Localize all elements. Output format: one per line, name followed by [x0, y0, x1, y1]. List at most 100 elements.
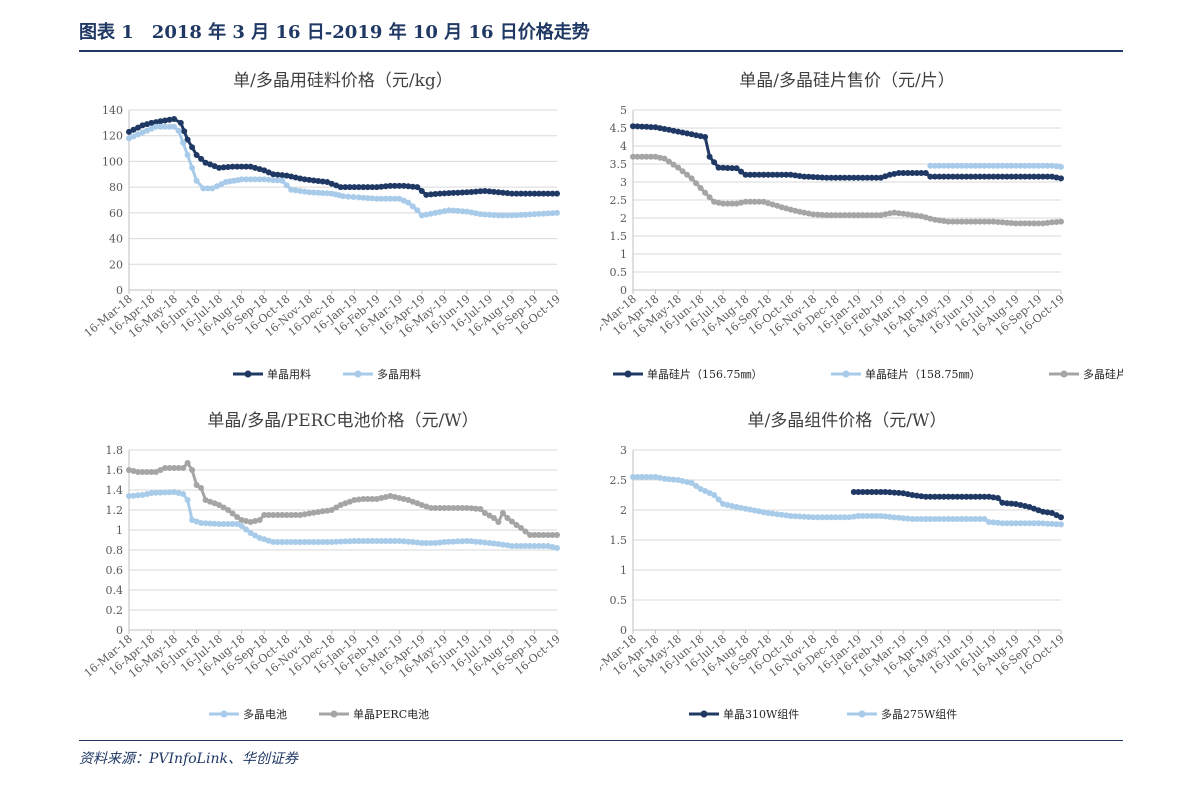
- series-point: [261, 512, 268, 518]
- series-point: [1049, 219, 1055, 226]
- series-point: [972, 516, 979, 522]
- series-point: [819, 514, 826, 521]
- series-point: [1008, 220, 1015, 226]
- series-point: [234, 514, 241, 520]
- series-point: [351, 497, 358, 503]
- series-point: [693, 132, 700, 139]
- series-point: [787, 513, 794, 519]
- series-point: [256, 517, 263, 523]
- series-point: [688, 131, 695, 138]
- series-point: [387, 195, 394, 202]
- series-point: [175, 490, 182, 496]
- series-point: [634, 474, 641, 480]
- series-point: [787, 206, 794, 213]
- series-point: [1049, 162, 1055, 169]
- series-point: [427, 191, 434, 198]
- series-point: [396, 182, 403, 189]
- series-point: [184, 136, 191, 143]
- series-point: [171, 123, 178, 130]
- series-point: [252, 532, 259, 539]
- series-point: [225, 521, 232, 527]
- series-point: [846, 212, 853, 219]
- series-point: [477, 188, 484, 195]
- series-point: [324, 190, 331, 197]
- series-point: [927, 162, 934, 169]
- series-point: [319, 190, 326, 197]
- series-point: [693, 180, 700, 187]
- series-point: [769, 510, 776, 517]
- y-tick-label: 0.8: [106, 544, 124, 557]
- series-point: [508, 190, 515, 197]
- series-point: [706, 153, 713, 160]
- series-point: [337, 538, 344, 545]
- series-point: [909, 516, 916, 522]
- series-point: [1003, 520, 1010, 527]
- series-point: [679, 168, 686, 175]
- series-point: [1053, 163, 1060, 170]
- series-point: [220, 164, 227, 171]
- series-point: [702, 488, 709, 494]
- series-point: [985, 218, 992, 225]
- chart-title: 单晶/多晶/PERC电池价格（元/W）: [207, 411, 478, 431]
- series-point: [805, 514, 812, 520]
- series-point: [171, 489, 178, 495]
- series-point: [139, 122, 146, 129]
- series-point: [976, 173, 983, 180]
- series-point: [360, 496, 367, 502]
- series-point: [945, 516, 952, 522]
- series-point: [1012, 173, 1019, 180]
- series-point: [445, 207, 452, 214]
- series-point: [261, 167, 268, 174]
- series-point: [481, 539, 488, 546]
- series-point: [531, 543, 538, 549]
- series-point: [396, 538, 403, 544]
- y-tick-label: 40: [109, 233, 123, 246]
- series-point: [400, 197, 407, 204]
- y-tick-label: 0: [116, 284, 123, 297]
- series-point: [859, 489, 866, 495]
- series-point: [999, 173, 1006, 180]
- top-rule: [79, 50, 1123, 52]
- series-point: [981, 516, 988, 522]
- series-point: [684, 479, 691, 485]
- series-point: [472, 538, 479, 545]
- series-point: [148, 119, 155, 126]
- series-point: [855, 174, 862, 181]
- series-point: [153, 119, 159, 126]
- series-point: [220, 504, 227, 511]
- series-point: [877, 489, 884, 495]
- series-point: [200, 185, 207, 192]
- series-point: [1058, 163, 1064, 170]
- series-point: [643, 153, 650, 160]
- series-point: [207, 498, 214, 505]
- series-point: [999, 162, 1006, 169]
- series-point: [949, 162, 956, 169]
- series-point: [288, 186, 295, 193]
- series-point: [904, 491, 911, 498]
- series-point: [1012, 220, 1019, 227]
- series-point: [886, 513, 893, 520]
- series-point: [1058, 218, 1064, 225]
- series-point: [545, 210, 551, 217]
- series-point: [693, 483, 700, 489]
- series-point: [310, 509, 317, 516]
- series-point: [432, 505, 439, 511]
- bottom-rule: [79, 740, 1123, 741]
- series-point: [630, 474, 636, 480]
- series-point: [733, 165, 740, 172]
- series-point: [202, 497, 209, 503]
- series-point: [976, 493, 983, 500]
- series-point: [126, 135, 132, 142]
- series-point: [747, 198, 754, 205]
- series-point: [1035, 162, 1042, 169]
- series-point: [522, 543, 529, 549]
- series-point: [972, 162, 979, 169]
- series-point: [891, 209, 898, 216]
- series-point: [733, 504, 740, 510]
- series-point: [157, 489, 164, 496]
- series-point: [153, 123, 159, 130]
- series-point: [720, 501, 727, 507]
- series-point: [310, 539, 317, 545]
- series-point: [711, 492, 718, 498]
- series-point: [715, 164, 722, 171]
